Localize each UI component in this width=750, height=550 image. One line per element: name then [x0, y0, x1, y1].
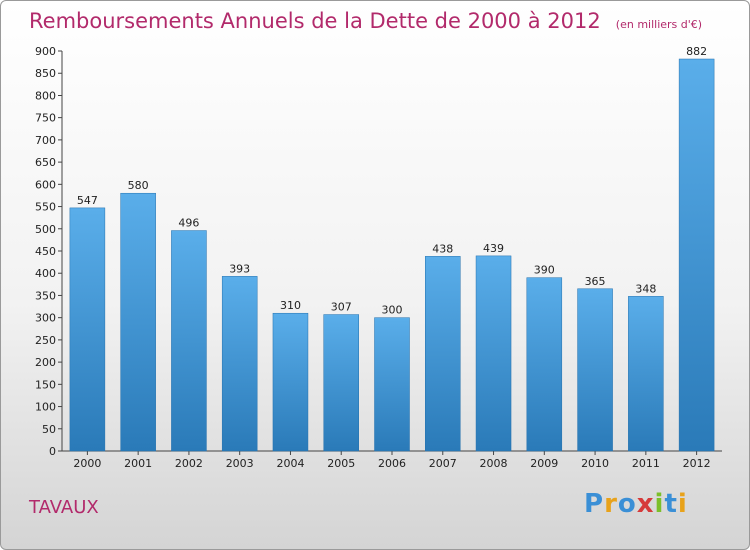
y-tick-label: 0: [49, 445, 56, 458]
bar-2005: [323, 314, 359, 452]
bar-2009: [526, 277, 563, 452]
y-tick-label: 850: [35, 67, 56, 80]
data-label-2006: 300: [382, 304, 403, 317]
y-tick-label: 200: [35, 356, 56, 369]
data-label-2008: 439: [483, 242, 504, 255]
data-label-2002: 496: [178, 217, 199, 230]
y-tick-label: 350: [35, 289, 56, 302]
x-tick-label: 2007: [429, 457, 457, 470]
y-tick-label: 300: [35, 312, 56, 325]
title-line: Remboursements Annuels de la Dette de 20…: [29, 9, 702, 33]
bar-2008: [475, 255, 512, 452]
y-tick-label: 700: [35, 134, 56, 147]
y-tick-label: 50: [42, 423, 56, 436]
data-label-2004: 310: [280, 299, 301, 312]
y-tick-label: 400: [35, 267, 56, 280]
bar-2002: [171, 230, 207, 452]
chart-title: Remboursements Annuels de la Dette de 20…: [29, 9, 601, 33]
logo-letter: r: [604, 489, 618, 519]
y-tick-label: 450: [35, 245, 56, 258]
data-label-2007: 438: [432, 242, 453, 255]
bar-2006: [374, 317, 410, 452]
bar-2010: [577, 288, 613, 452]
bar-2000: [69, 207, 106, 452]
data-label-2003: 393: [229, 262, 250, 275]
proxiti-logo[interactable]: Proxiti: [584, 489, 688, 519]
y-tick-label: 650: [35, 156, 56, 169]
x-tick-label: 2002: [175, 457, 203, 470]
logo-letter: x: [636, 489, 655, 519]
bars: 547 580 496 393 310 307 300 438 439 390 365 348 882: [69, 45, 715, 452]
logo-letter: P: [584, 489, 605, 519]
data-label-2000: 547: [77, 194, 98, 207]
bar-2001: [120, 192, 156, 452]
y-tick-label: 600: [35, 178, 56, 191]
logo-letter: i: [654, 489, 665, 519]
commune-name: TAVAUX: [29, 497, 99, 518]
data-label-2011: 348: [635, 282, 656, 295]
chart-subtitle: (en milliers d'€): [615, 18, 703, 31]
x-tick-label: 2003: [226, 457, 254, 470]
y-tick-label: 900: [35, 45, 56, 58]
y-tick-label: 100: [35, 401, 56, 414]
bar-2011: [628, 296, 664, 452]
x-tick-label: 2004: [276, 457, 304, 470]
bar-2004: [272, 312, 309, 452]
data-label-2001: 580: [128, 179, 149, 192]
x-tick-label: 2005: [327, 457, 355, 470]
y-tick-label: 800: [35, 89, 56, 102]
logo-letter: t: [664, 489, 678, 519]
y-axis: 0 50 100 150 200 250 300 350 400 450 500 550 600 650 7…: [35, 45, 63, 458]
x-tick-label: 2006: [378, 457, 406, 470]
x-tick-label: 2008: [480, 457, 508, 470]
bar-2012: [678, 58, 715, 452]
bar-2003: [221, 276, 258, 452]
logo-letter: i: [677, 489, 688, 519]
y-tick-label: 150: [35, 378, 56, 391]
y-tick-label: 750: [35, 112, 56, 125]
x-tick-label: 2012: [683, 457, 711, 470]
logo-letter: o: [617, 489, 637, 519]
y-tick-label: 550: [35, 201, 56, 214]
x-tick-label: 2011: [632, 457, 660, 470]
data-label-2009: 390: [534, 264, 555, 277]
x-tick-label: 2010: [581, 457, 609, 470]
y-tick-label: 500: [35, 223, 56, 236]
data-label-2010: 365: [585, 275, 606, 288]
x-tick-label: 2001: [124, 457, 152, 470]
data-label-2012: 882: [686, 45, 707, 58]
y-tick-label: 250: [35, 334, 56, 347]
bar-2007: [425, 256, 461, 452]
data-label-2005: 307: [331, 301, 352, 314]
x-axis: 2000 2001 2002 2003 2004 2005 2006 2007 2008 2009…: [62, 450, 722, 470]
x-tick-label: 2000: [73, 457, 101, 470]
x-tick-label: 2009: [530, 457, 558, 470]
